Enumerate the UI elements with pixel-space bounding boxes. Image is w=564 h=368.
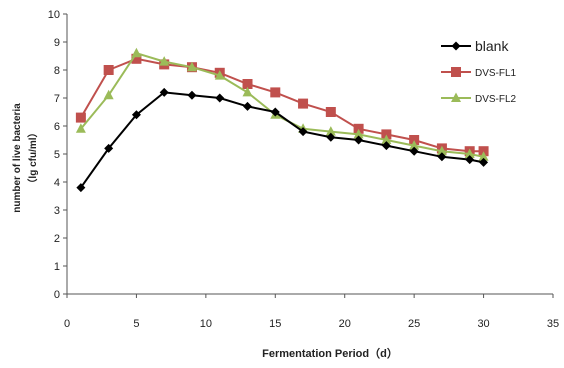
y-tick-label: 7 bbox=[54, 93, 60, 105]
data-point bbox=[353, 128, 364, 139]
legend-item-dvs-fl1: DVS-FL1 bbox=[441, 67, 517, 79]
data-point bbox=[298, 127, 308, 137]
data-point bbox=[465, 155, 475, 165]
data-point bbox=[353, 123, 364, 134]
data-point bbox=[270, 107, 280, 117]
data-point bbox=[437, 152, 447, 162]
data-point bbox=[409, 140, 420, 150]
x-tick-label: 0 bbox=[64, 318, 70, 330]
legend: blank DVS-FL1 DVS-FL2 bbox=[441, 38, 517, 105]
data-point bbox=[75, 123, 86, 133]
series-line bbox=[80, 57, 484, 153]
y-tick-label: 2 bbox=[54, 233, 60, 245]
y-tick-label: 0 bbox=[54, 289, 60, 301]
data-point bbox=[186, 61, 197, 72]
legend-label: DVS-FL1 bbox=[475, 68, 517, 79]
data-point bbox=[270, 87, 281, 98]
x-tick-label: 30 bbox=[477, 318, 489, 330]
x-tick-label: 35 bbox=[547, 318, 559, 330]
x-tick-labels: 0 5 10 15 20 25 30 35 bbox=[64, 294, 559, 330]
legend-label: DVS-FL2 bbox=[475, 94, 517, 105]
series-blank bbox=[76, 87, 489, 193]
data-point bbox=[159, 87, 169, 97]
x-tick-label: 25 bbox=[408, 318, 420, 330]
data-point bbox=[326, 132, 336, 142]
data-point bbox=[243, 101, 253, 111]
legend-item-blank: blank bbox=[441, 38, 509, 54]
data-point bbox=[409, 135, 420, 145]
data-point bbox=[381, 134, 392, 144]
data-point bbox=[381, 141, 391, 151]
data-point bbox=[298, 98, 309, 109]
legend-label: blank bbox=[475, 38, 509, 54]
series-line bbox=[80, 52, 484, 158]
data-point bbox=[187, 90, 197, 100]
data-point bbox=[215, 93, 225, 103]
data-point bbox=[325, 126, 336, 136]
data-point bbox=[325, 107, 336, 117]
data-point bbox=[464, 148, 475, 158]
data-point bbox=[104, 143, 114, 153]
legend-item-dvs-fl2: DVS-FL2 bbox=[441, 92, 517, 105]
y-axis-title-line1: number of live bacteria bbox=[12, 103, 23, 213]
y-axis-title-line2: （lg cfu/ml） bbox=[26, 127, 39, 188]
data-point bbox=[436, 145, 447, 156]
x-tick-label: 5 bbox=[133, 318, 139, 330]
data-point bbox=[103, 65, 114, 75]
data-point bbox=[242, 86, 253, 97]
data-point bbox=[381, 129, 392, 140]
data-point bbox=[478, 151, 489, 161]
x-axis-title: Fermentation Period（d） bbox=[262, 347, 398, 360]
legend-marker bbox=[451, 92, 461, 102]
data-point bbox=[76, 183, 86, 193]
y-tick-label: 3 bbox=[54, 205, 60, 217]
y-tick-label: 8 bbox=[54, 65, 60, 77]
series-line bbox=[80, 91, 484, 189]
x-tick-label: 20 bbox=[339, 318, 351, 330]
data-point bbox=[354, 135, 364, 145]
y-tick-label: 6 bbox=[54, 121, 60, 133]
y-tick-labels: 0 1 2 3 4 5 6 7 8 9 10 bbox=[48, 9, 67, 301]
x-tick-label: 10 bbox=[200, 318, 212, 330]
y-tick-label: 1 bbox=[54, 261, 60, 273]
series-dvs-fl1 bbox=[75, 53, 489, 157]
data-point bbox=[242, 79, 253, 89]
data-point bbox=[131, 53, 142, 64]
legend-marker bbox=[451, 67, 461, 77]
data-point bbox=[103, 89, 114, 100]
data-point bbox=[75, 112, 86, 123]
data-point bbox=[479, 157, 489, 167]
data-point bbox=[131, 110, 141, 120]
data-point bbox=[131, 47, 142, 58]
legend-marker bbox=[451, 41, 461, 51]
data-point bbox=[409, 146, 419, 156]
y-tick-label: 5 bbox=[54, 149, 60, 161]
y-tick-label: 4 bbox=[54, 177, 60, 189]
y-tick-label: 9 bbox=[54, 37, 60, 49]
y-tick-label: 10 bbox=[48, 9, 60, 21]
x-tick-label: 15 bbox=[269, 318, 281, 330]
data-point bbox=[214, 70, 225, 80]
data-point bbox=[478, 146, 489, 157]
data-point bbox=[159, 56, 170, 66]
series-layer bbox=[75, 47, 489, 193]
